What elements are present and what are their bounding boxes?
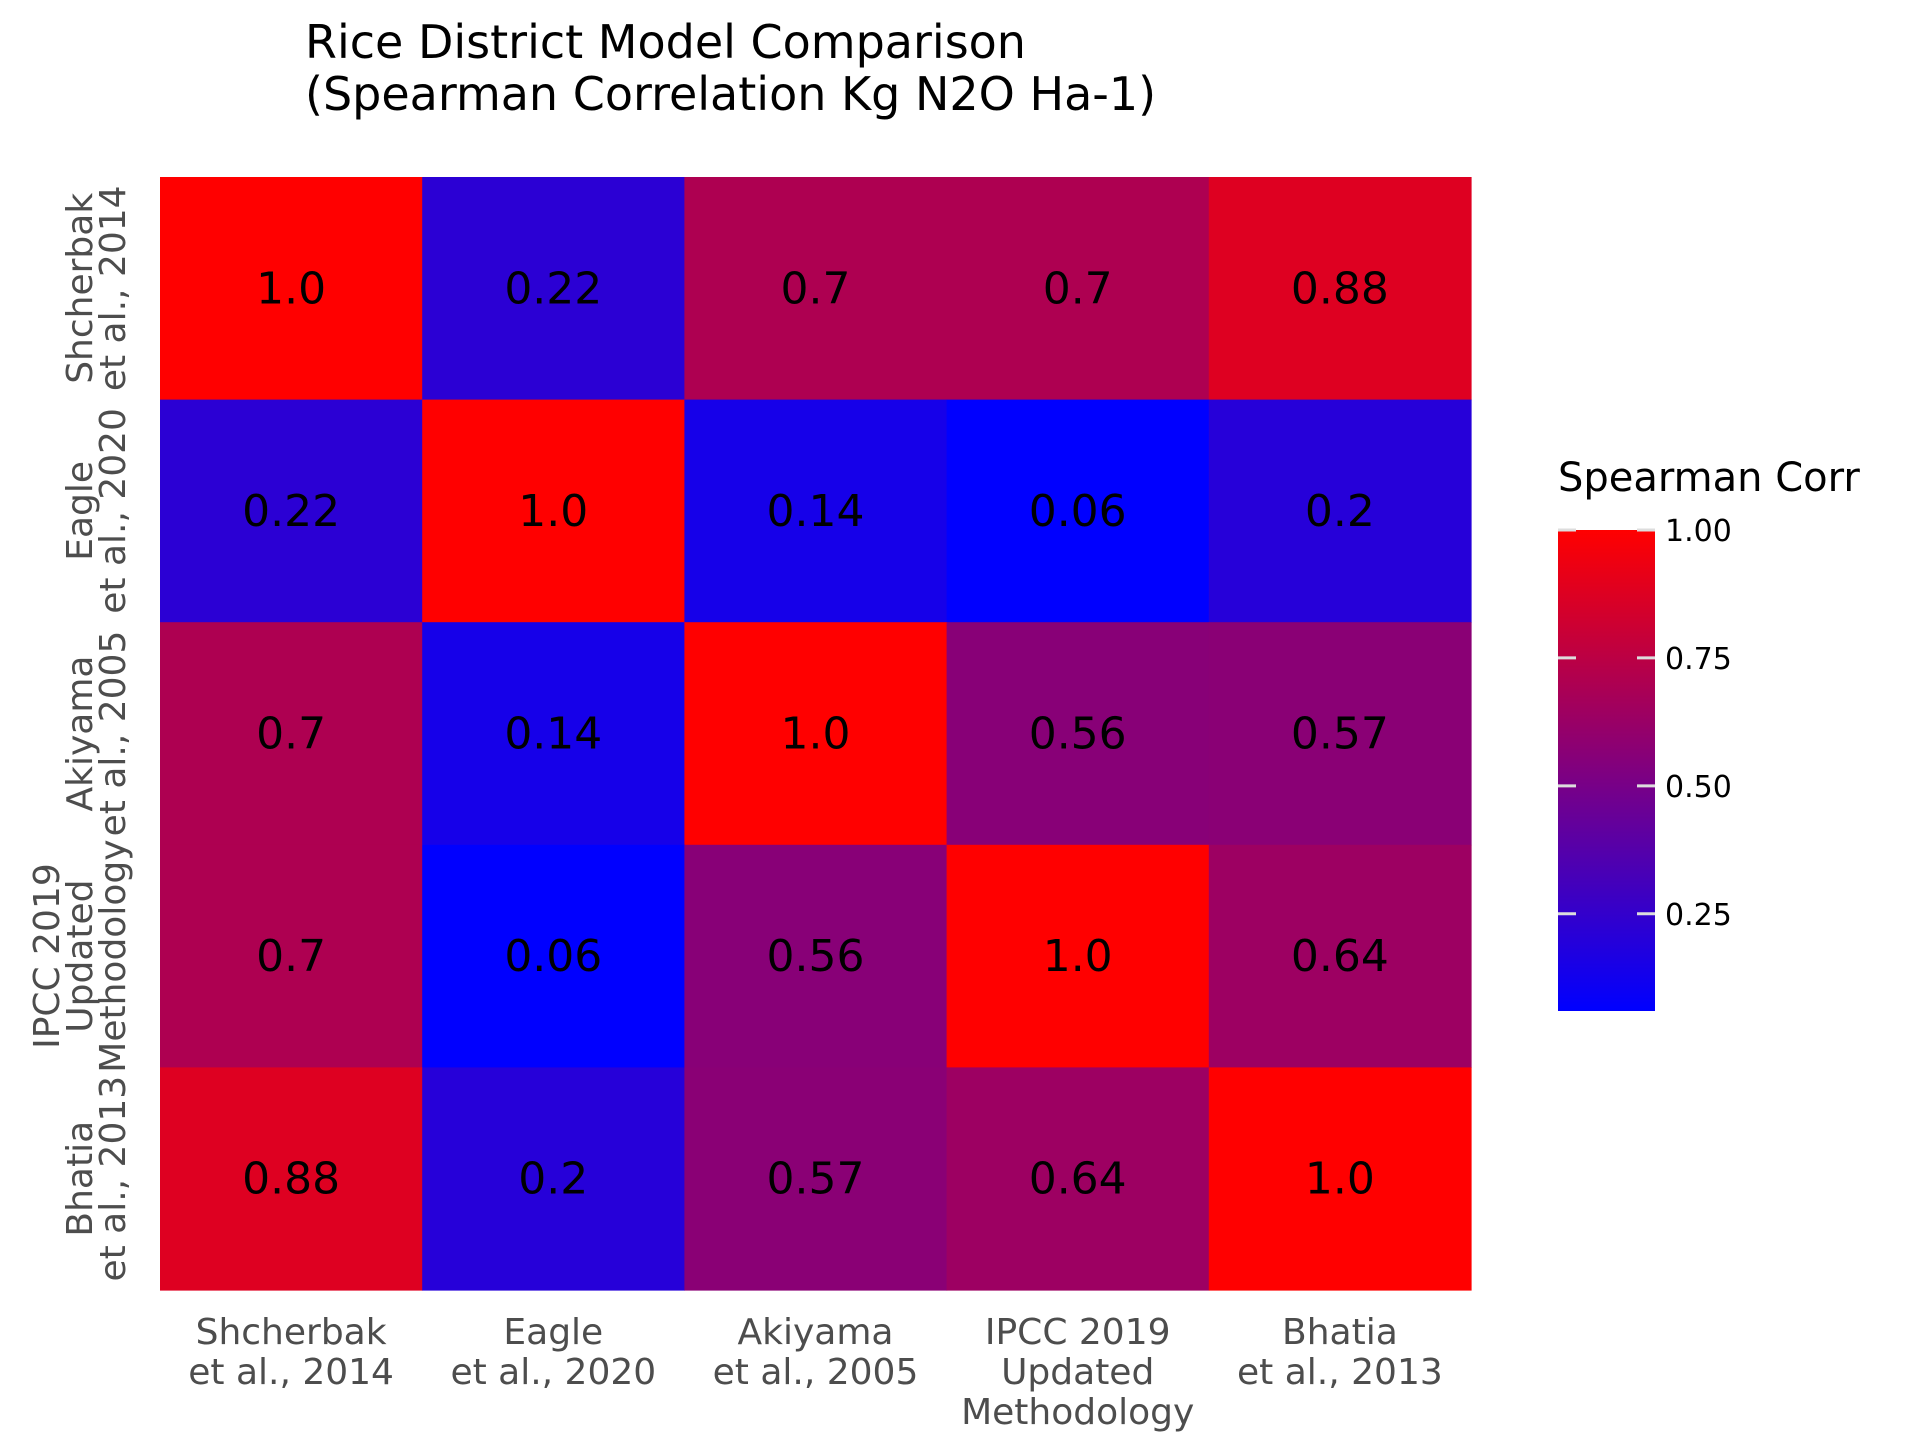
cell-value-label-r3-c4: 0.64 — [1291, 931, 1389, 982]
y-tick-label-0-line-1: Shcherbak — [60, 193, 101, 384]
heatmap-cell-r0-c4 — [1208, 177, 1472, 401]
colorbar-tick-label-2: 0.75 — [1665, 642, 1732, 677]
heatmap-cell-r2-c4 — [1208, 622, 1472, 846]
heatmap-cell-r4-c0 — [160, 1067, 423, 1291]
cell-value-label-r4-c4: 1.0 — [1305, 1154, 1375, 1205]
colorbar-tick-label-1: 0.50 — [1665, 770, 1732, 805]
heatmap-cell-r4-c2 — [684, 1067, 948, 1291]
cell-value-label-r4-c1: 0.2 — [518, 1154, 588, 1205]
y-tick-label-2-line-1: Akiyama — [60, 656, 101, 812]
x-tick-label-3-line-3: Methodology — [961, 1392, 1194, 1433]
y-tick-label-1-line-1: Eagle — [60, 461, 101, 561]
cell-value-label-r0-c0: 1.0 — [256, 263, 326, 314]
heatmap-cell-r3-c2 — [684, 844, 948, 1068]
heatmap-cells — [160, 177, 1472, 1291]
x-tick-label-2-line-1: Akiyama — [738, 1312, 894, 1353]
legend-title: Spearman Corr — [1558, 455, 1860, 501]
cell-value-label-r3-c1: 0.06 — [504, 931, 602, 982]
y-tick-label-3-line-3: Methodology — [93, 839, 134, 1072]
heatmap-cell-r3-c4 — [1208, 844, 1472, 1068]
cell-value-label-r2-c4: 0.57 — [1291, 709, 1389, 760]
colorbar — [1558, 530, 1655, 1011]
cell-value-label-r3-c0: 0.7 — [256, 931, 326, 982]
cell-value-label-r1-c0: 0.22 — [242, 486, 340, 537]
cell-value-label-r1-c3: 0.06 — [1029, 486, 1127, 537]
cell-value-label-r4-c2: 0.57 — [767, 1154, 865, 1205]
colorbar-tick-label-3: 1.00 — [1665, 514, 1732, 549]
heatmap-cell-r1-c2 — [684, 399, 948, 623]
cell-value-label-r4-c0: 0.88 — [242, 1154, 340, 1205]
y-tick-label-3-line-1: IPCC 2019 — [27, 863, 68, 1049]
cell-value-label-r4-c3: 0.64 — [1029, 1154, 1127, 1205]
heatmap-cell-r2-c0 — [160, 622, 423, 846]
heatmap-cell-r1-c3 — [946, 399, 1210, 623]
cell-value-labels: 1.0 0.22 0.7 0.7 0.88 0.22 1.0 0.14 0.06 0.2 0.7 0.… — [242, 263, 1389, 1204]
y-tick-label-0-line-2: et al., 2014 — [93, 185, 134, 391]
heatmap-cell-r4-c4 — [1208, 1067, 1472, 1291]
cell-value-label-r1-c4: 0.2 — [1305, 486, 1375, 537]
colorbar-tick-label-0: 0.25 — [1665, 898, 1732, 933]
heatmap-cell-r1-c4 — [1208, 399, 1472, 623]
cell-value-label-r2-c1: 0.14 — [504, 709, 602, 760]
heatmap-cell-r3-c3 — [946, 844, 1210, 1068]
x-tick-label-0: Shcherbak et al., 2014 — [188, 1312, 394, 1393]
heatmap-cell-r4-c1 — [422, 1067, 685, 1291]
cell-value-label-r3-c3: 1.0 — [1043, 931, 1113, 982]
x-tick-label-4-line-2: et al., 2013 — [1237, 1352, 1443, 1393]
cell-value-label-r2-c3: 0.56 — [1029, 709, 1127, 760]
cell-value-label-r2-c0: 0.7 — [256, 709, 326, 760]
heatmap-cell-r0-c1 — [422, 177, 685, 401]
cell-value-label-r3-c2: 0.56 — [767, 931, 865, 982]
heatmap-cell-r0-c0 — [160, 177, 423, 401]
chart-title: Rice District Model Comparison(Spearman … — [305, 15, 1156, 121]
heatmap-cell-r2-c3 — [946, 622, 1210, 846]
heatmap-cell-r2-c2 — [684, 622, 948, 846]
cell-value-label-r1-c1: 1.0 — [518, 486, 588, 537]
y-tick-label-1-line-2: et al., 2020 — [93, 408, 134, 614]
x-tick-label-3-line-1: IPCC 2019 — [985, 1312, 1171, 1353]
chart-title-line-2: (Spearman Correlation Kg N2O Ha-1) — [305, 67, 1156, 121]
heatmap-cell-r3-c0 — [160, 844, 423, 1068]
heatmap-cell-r2-c1 — [422, 622, 685, 846]
x-tick-label-0-line-2: et al., 2014 — [188, 1352, 394, 1393]
heatmap-cell-r3-c1 — [422, 844, 685, 1068]
x-tick-label-4: Bhatia et al., 2013 — [1237, 1312, 1443, 1393]
x-tick-label-3: IPCC 2019 Updated Methodology — [961, 1312, 1194, 1433]
x-tick-label-1: Eagle et al., 2020 — [450, 1312, 656, 1393]
x-tick-label-2: Akiyama et al., 2005 — [713, 1312, 919, 1393]
heatmap-cell-r1-c0 — [160, 399, 423, 623]
chart-title-line-1: Rice District Model Comparison — [305, 15, 1026, 69]
x-axis-tick-labels: Shcherbak et al., 2014 Eagle et al., 2020 Ak… — [188, 1312, 1443, 1433]
cell-value-label-r2-c2: 1.0 — [781, 709, 851, 760]
cell-value-label-r0-c1: 0.22 — [504, 263, 602, 314]
cell-value-label-r0-c4: 0.88 — [1291, 263, 1389, 314]
x-tick-label-3-line-2: Updated — [1001, 1352, 1154, 1393]
x-tick-label-4-line-1: Bhatia — [1282, 1312, 1398, 1353]
colorbar-legend: Spearman Corr 0.25 0.50 0.75 1.00 — [1558, 455, 1860, 1011]
y-tick-label-2-line-2: et al., 2005 — [93, 631, 134, 837]
x-tick-label-1-line-1: Eagle — [503, 1312, 603, 1353]
x-tick-label-0-line-1: Shcherbak — [196, 1312, 387, 1353]
cell-value-label-r0-c2: 0.7 — [781, 263, 851, 314]
heatmap-cell-r0-c3 — [946, 177, 1210, 401]
cell-value-label-r0-c3: 0.7 — [1043, 263, 1113, 314]
heatmap-cell-r1-c1 — [422, 399, 685, 623]
y-tick-label-4-line-2: et al., 2013 — [93, 1076, 134, 1282]
y-tick-label-3-line-2: Updated — [60, 879, 101, 1032]
x-tick-label-1-line-2: et al., 2020 — [450, 1352, 656, 1393]
heatmap-cell-r0-c2 — [684, 177, 948, 401]
x-tick-label-2-line-2: et al., 2005 — [713, 1352, 919, 1393]
y-tick-label-4-line-1: Bhatia — [60, 1121, 101, 1237]
heatmap-cell-r4-c3 — [946, 1067, 1210, 1291]
cell-value-label-r1-c2: 0.14 — [767, 486, 865, 537]
